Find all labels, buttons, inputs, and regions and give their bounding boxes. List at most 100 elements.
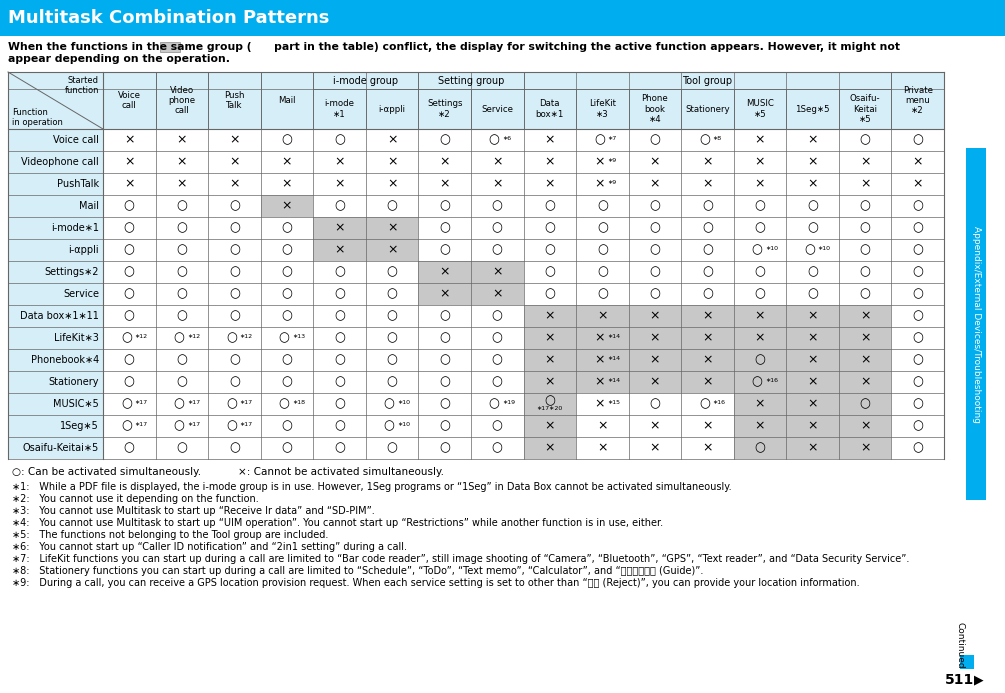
Text: ○: ○ xyxy=(755,288,766,301)
Text: ▶: ▶ xyxy=(974,674,984,687)
Text: appear depending on the operation.: appear depending on the operation. xyxy=(8,54,230,64)
Text: ×: × xyxy=(860,353,870,367)
FancyBboxPatch shape xyxy=(366,239,418,261)
FancyBboxPatch shape xyxy=(734,349,786,371)
Text: ○: ○ xyxy=(121,331,132,344)
FancyBboxPatch shape xyxy=(839,305,891,327)
Text: Function
in operation: Function in operation xyxy=(12,107,63,127)
FancyBboxPatch shape xyxy=(471,261,524,283)
Text: ○: ○ xyxy=(281,288,292,301)
Text: ○: ○ xyxy=(755,353,766,367)
Text: ×: × xyxy=(594,331,605,344)
Text: ○: ○ xyxy=(439,353,450,367)
FancyBboxPatch shape xyxy=(734,89,786,129)
Text: ×: × xyxy=(649,419,660,432)
Text: 1Seg∗5: 1Seg∗5 xyxy=(795,105,830,114)
Text: ∗14: ∗14 xyxy=(607,335,620,340)
Text: ∗17: ∗17 xyxy=(135,401,148,405)
Text: Mail: Mail xyxy=(79,201,99,211)
Text: ○: ○ xyxy=(913,353,924,367)
Text: ∗16: ∗16 xyxy=(765,378,778,383)
Text: ∗4: You cannot use Multitask to start up “UIM operation”. You cannot start up “R: ∗4: You cannot use Multitask to start up… xyxy=(12,518,663,528)
FancyBboxPatch shape xyxy=(839,89,891,129)
Text: Appendix/External Devices/Troubleshooting: Appendix/External Devices/Troubleshootin… xyxy=(972,225,981,423)
Text: Osaifu-Keitai∗5: Osaifu-Keitai∗5 xyxy=(23,443,99,453)
Text: ○: ○ xyxy=(859,288,870,301)
Text: 511: 511 xyxy=(946,673,975,687)
Text: ×: × xyxy=(702,155,713,168)
Text: ○: ○ xyxy=(177,353,187,367)
Text: ○: ○ xyxy=(491,310,502,322)
FancyBboxPatch shape xyxy=(418,72,524,89)
Text: Settings∗2: Settings∗2 xyxy=(44,267,99,277)
Text: ∗8: Stationery functions you can start up during a call are limited to “Schedule: ∗8: Stationery functions you can start u… xyxy=(12,566,703,576)
Text: ○: ○ xyxy=(177,310,187,322)
FancyBboxPatch shape xyxy=(314,239,366,261)
Text: ×: × xyxy=(597,310,608,322)
Text: Settings
∗2: Settings ∗2 xyxy=(427,99,462,119)
Text: ○: ○ xyxy=(649,222,660,234)
Text: ×: × xyxy=(755,331,765,344)
Text: ○: ○ xyxy=(859,200,870,213)
Text: ○: ○ xyxy=(124,265,135,279)
Text: ∗1: While a PDF file is displayed, the i-mode group is in use. However, 1Seg pro: ∗1: While a PDF file is displayed, the i… xyxy=(12,482,732,492)
Text: ×: × xyxy=(860,376,870,389)
FancyBboxPatch shape xyxy=(576,349,628,371)
FancyBboxPatch shape xyxy=(786,89,839,129)
FancyBboxPatch shape xyxy=(8,72,103,129)
Text: ×: × xyxy=(755,155,765,168)
Text: ○: ○ xyxy=(649,288,660,301)
FancyBboxPatch shape xyxy=(524,371,576,393)
Text: ○: ○ xyxy=(913,265,924,279)
Text: ○: ○ xyxy=(334,288,345,301)
Text: ∗9: ∗9 xyxy=(607,159,617,164)
Text: ×: × xyxy=(649,331,660,344)
Text: ×: × xyxy=(649,155,660,168)
Text: ×: × xyxy=(913,155,923,168)
Text: ○: ○ xyxy=(545,288,555,301)
Text: ○: ○ xyxy=(124,353,135,367)
Text: ○: ○ xyxy=(597,200,608,213)
Text: ○: ○ xyxy=(384,398,395,410)
Text: ○: ○ xyxy=(229,441,240,455)
Text: ○: ○ xyxy=(387,310,398,322)
Text: ○: ○ xyxy=(755,222,766,234)
Text: i-αppli: i-αppli xyxy=(68,245,99,255)
FancyBboxPatch shape xyxy=(734,393,786,415)
Text: ○: ○ xyxy=(439,222,450,234)
FancyBboxPatch shape xyxy=(786,305,839,327)
Text: ∗10: ∗10 xyxy=(818,247,830,252)
Text: ×: × xyxy=(492,155,502,168)
Text: ○: ○ xyxy=(387,331,398,344)
FancyBboxPatch shape xyxy=(576,305,628,327)
Text: ○: ○ xyxy=(334,419,345,432)
Text: i-mode group: i-mode group xyxy=(334,76,398,85)
Text: ○: ○ xyxy=(229,222,240,234)
Text: ×: × xyxy=(594,155,605,168)
Text: ○: ○ xyxy=(281,265,292,279)
Text: ∗13: ∗13 xyxy=(292,335,306,340)
Text: Phonebook∗4: Phonebook∗4 xyxy=(31,355,99,365)
Text: ○: ○ xyxy=(174,398,184,410)
FancyBboxPatch shape xyxy=(8,72,944,129)
Text: ○: ○ xyxy=(804,243,815,256)
Text: ○: ○ xyxy=(229,243,240,256)
Text: ×: × xyxy=(281,177,292,191)
Text: ○: ○ xyxy=(755,441,766,455)
Text: Service: Service xyxy=(63,289,99,299)
Text: ×: × xyxy=(755,398,765,410)
Text: ○: ○ xyxy=(229,265,240,279)
Text: ○: ○ xyxy=(226,419,237,432)
Text: ○: ○ xyxy=(439,310,450,322)
Text: ○: ○ xyxy=(702,222,713,234)
FancyBboxPatch shape xyxy=(734,305,786,327)
Text: ○: ○ xyxy=(174,419,184,432)
Text: LifeKit
∗3: LifeKit ∗3 xyxy=(589,99,616,119)
Text: ○: ○ xyxy=(229,376,240,389)
Text: ×: × xyxy=(387,134,397,146)
Text: ○: ○ xyxy=(334,398,345,410)
Text: ×: × xyxy=(439,288,450,301)
Text: ×: × xyxy=(594,376,605,389)
Text: ×: × xyxy=(545,310,555,322)
Text: ○: ○ xyxy=(334,353,345,367)
